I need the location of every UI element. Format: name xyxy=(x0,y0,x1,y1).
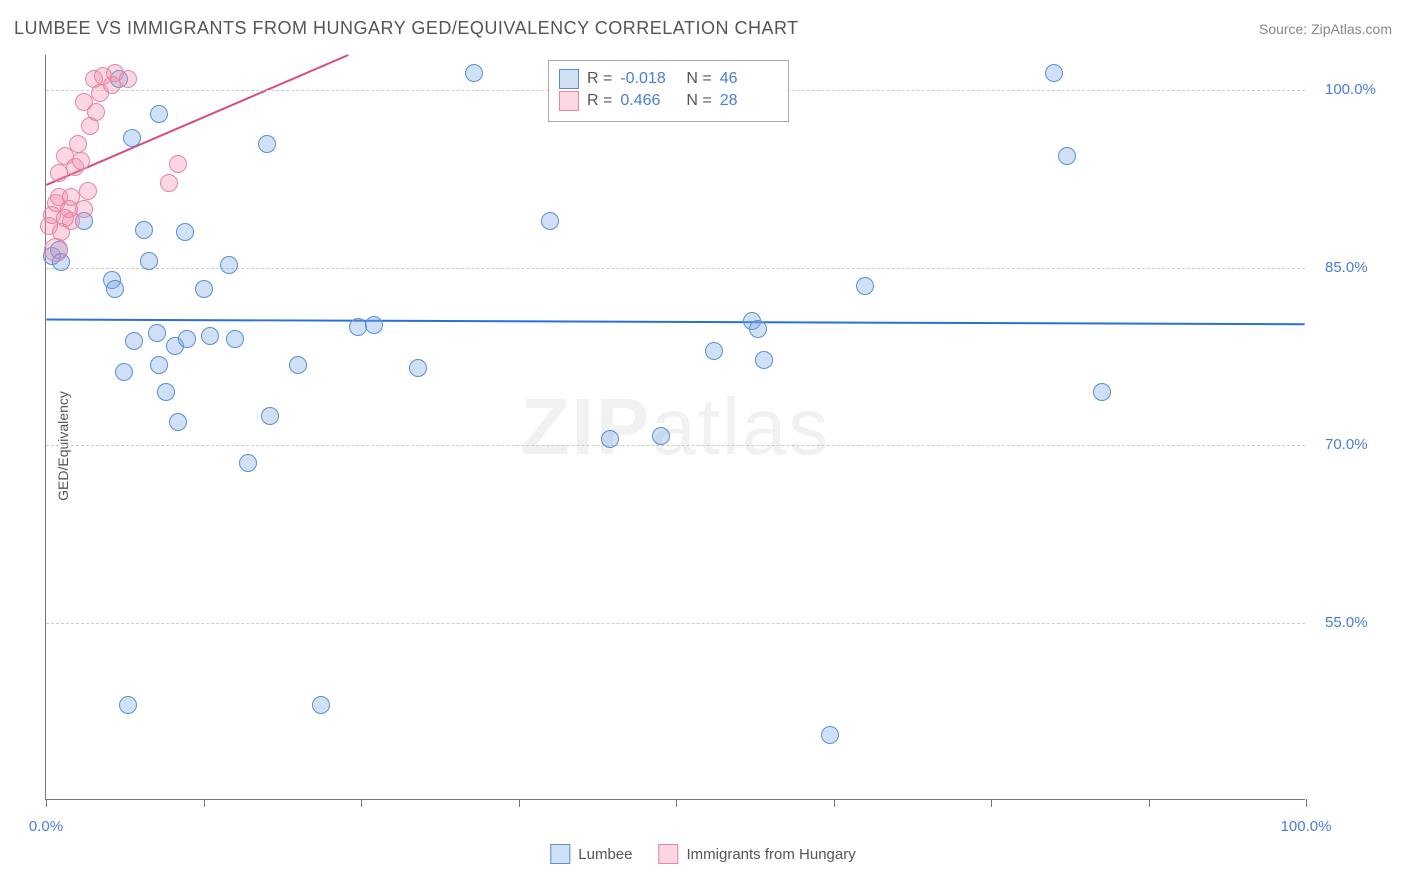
stat-n-value: 46 xyxy=(720,70,778,88)
data-point xyxy=(72,152,90,170)
x-tick xyxy=(1149,799,1150,807)
data-point xyxy=(169,413,187,431)
data-point xyxy=(115,363,133,381)
y-tick-label: 55.0% xyxy=(1325,614,1368,631)
stat-row: R = 0.466 N = 28 xyxy=(559,91,778,111)
data-point xyxy=(44,238,68,262)
data-point xyxy=(289,356,307,374)
x-tick xyxy=(991,799,992,807)
data-point xyxy=(79,182,97,200)
legend-label: Immigrants from Hungary xyxy=(687,846,856,863)
data-point xyxy=(226,330,244,348)
x-tick xyxy=(1306,799,1307,807)
legend-swatch xyxy=(550,844,570,864)
data-point xyxy=(75,200,93,218)
data-point xyxy=(119,696,137,714)
data-point xyxy=(1093,383,1111,401)
stat-r-value: -0.018 xyxy=(620,70,678,88)
data-point xyxy=(123,129,141,147)
data-point xyxy=(258,135,276,153)
stat-r-label: R = xyxy=(587,70,612,88)
data-point xyxy=(176,223,194,241)
x-tick xyxy=(361,799,362,807)
legend-item: Immigrants from Hungary xyxy=(659,844,856,864)
data-point xyxy=(195,280,213,298)
legend-swatch xyxy=(559,69,579,89)
data-point xyxy=(749,320,767,338)
data-point xyxy=(135,221,153,239)
x-tick xyxy=(204,799,205,807)
data-point xyxy=(119,70,137,88)
data-point xyxy=(157,383,175,401)
stat-n-value: 28 xyxy=(720,92,778,110)
data-point xyxy=(69,135,87,153)
gridline-h xyxy=(46,623,1305,624)
data-point xyxy=(201,327,219,345)
stat-n-label: N = xyxy=(686,92,711,110)
data-point xyxy=(160,174,178,192)
data-point xyxy=(87,103,105,121)
x-tick xyxy=(834,799,835,807)
data-point xyxy=(1058,147,1076,165)
data-point xyxy=(261,407,279,425)
y-tick-label: 70.0% xyxy=(1325,436,1368,453)
data-point xyxy=(821,726,839,744)
data-point xyxy=(150,356,168,374)
data-point xyxy=(220,256,238,274)
data-point xyxy=(50,164,68,182)
data-point xyxy=(856,277,874,295)
data-point xyxy=(365,316,383,334)
data-point xyxy=(755,351,773,369)
x-tick xyxy=(676,799,677,807)
x-tick xyxy=(519,799,520,807)
legend-item: Lumbee xyxy=(550,844,632,864)
data-point xyxy=(148,324,166,342)
legend-label: Lumbee xyxy=(578,846,632,863)
legend-swatch xyxy=(559,91,579,111)
data-point xyxy=(125,332,143,350)
data-point xyxy=(601,430,619,448)
gridline-h xyxy=(46,445,1305,446)
stat-box: R = -0.018 N = 46 R = 0.466 N = 28 xyxy=(548,60,789,122)
source-label: Source: ZipAtlas.com xyxy=(1259,21,1392,37)
data-point xyxy=(409,359,427,377)
x-tick xyxy=(46,799,47,807)
y-tick-label: 85.0% xyxy=(1325,259,1368,276)
plot-area: ZIPatlas 0.0%100.0% xyxy=(45,55,1305,800)
stat-n-label: N = xyxy=(686,70,711,88)
data-point xyxy=(106,280,124,298)
chart-title: LUMBEE VS IMMIGRANTS FROM HUNGARY GED/EQ… xyxy=(14,18,799,39)
data-point xyxy=(178,330,196,348)
data-point xyxy=(652,427,670,445)
data-point xyxy=(150,105,168,123)
x-tick-label: 100.0% xyxy=(1281,818,1332,835)
trend-lines xyxy=(46,55,1305,799)
stat-r-value: 0.466 xyxy=(620,92,678,110)
data-point xyxy=(312,696,330,714)
legend-swatch xyxy=(659,844,679,864)
data-point xyxy=(705,342,723,360)
data-point xyxy=(140,252,158,270)
data-point xyxy=(465,64,483,82)
stat-r-label: R = xyxy=(587,92,612,110)
x-tick-label: 0.0% xyxy=(29,818,63,835)
data-point xyxy=(239,454,257,472)
data-point xyxy=(1045,64,1063,82)
stat-row: R = -0.018 N = 46 xyxy=(559,69,778,89)
data-point xyxy=(169,155,187,173)
bottom-legend: Lumbee Immigrants from Hungary xyxy=(550,844,855,864)
title-bar: LUMBEE VS IMMIGRANTS FROM HUNGARY GED/EQ… xyxy=(14,18,1392,39)
data-point xyxy=(541,212,559,230)
trend-line xyxy=(46,320,1304,325)
y-tick-label: 100.0% xyxy=(1325,81,1376,98)
